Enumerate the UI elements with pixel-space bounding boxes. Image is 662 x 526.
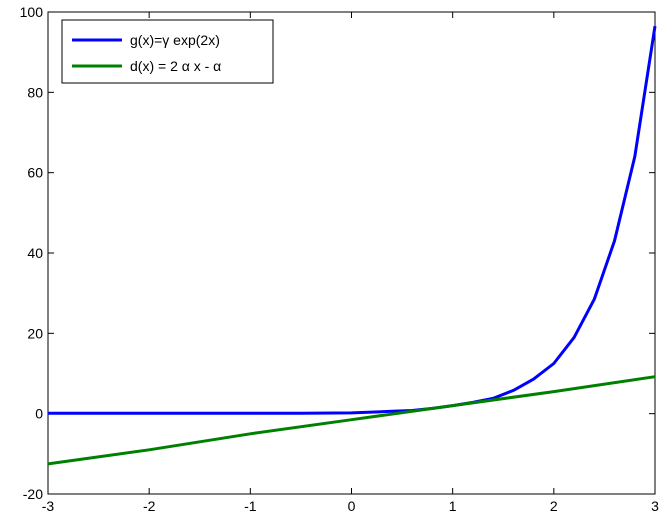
y-tick-label: 60 [27, 165, 43, 181]
y-tick-label: -20 [23, 486, 43, 502]
legend-label: d(x) = 2 α x - α [130, 58, 221, 74]
y-tick-label: 80 [27, 84, 43, 100]
x-tick-label: 0 [348, 498, 356, 514]
y-tick-label: 100 [20, 4, 44, 20]
x-tick-label: 1 [449, 498, 457, 514]
x-tick-label: -2 [143, 498, 156, 514]
y-tick-label: 40 [27, 245, 43, 261]
legend-box [61, 19, 274, 84]
legend-label: g(x)=γ exp(2x) [130, 32, 220, 48]
x-tick-label: -1 [244, 498, 257, 514]
plot-area [47, 11, 656, 495]
y-tick-label: 0 [35, 406, 43, 422]
x-tick-label: 2 [550, 498, 558, 514]
y-tick-label: 20 [27, 325, 43, 341]
x-tick-label: -3 [42, 498, 55, 514]
x-tick-label: 3 [651, 498, 659, 514]
series-line-d [47, 375, 656, 466]
